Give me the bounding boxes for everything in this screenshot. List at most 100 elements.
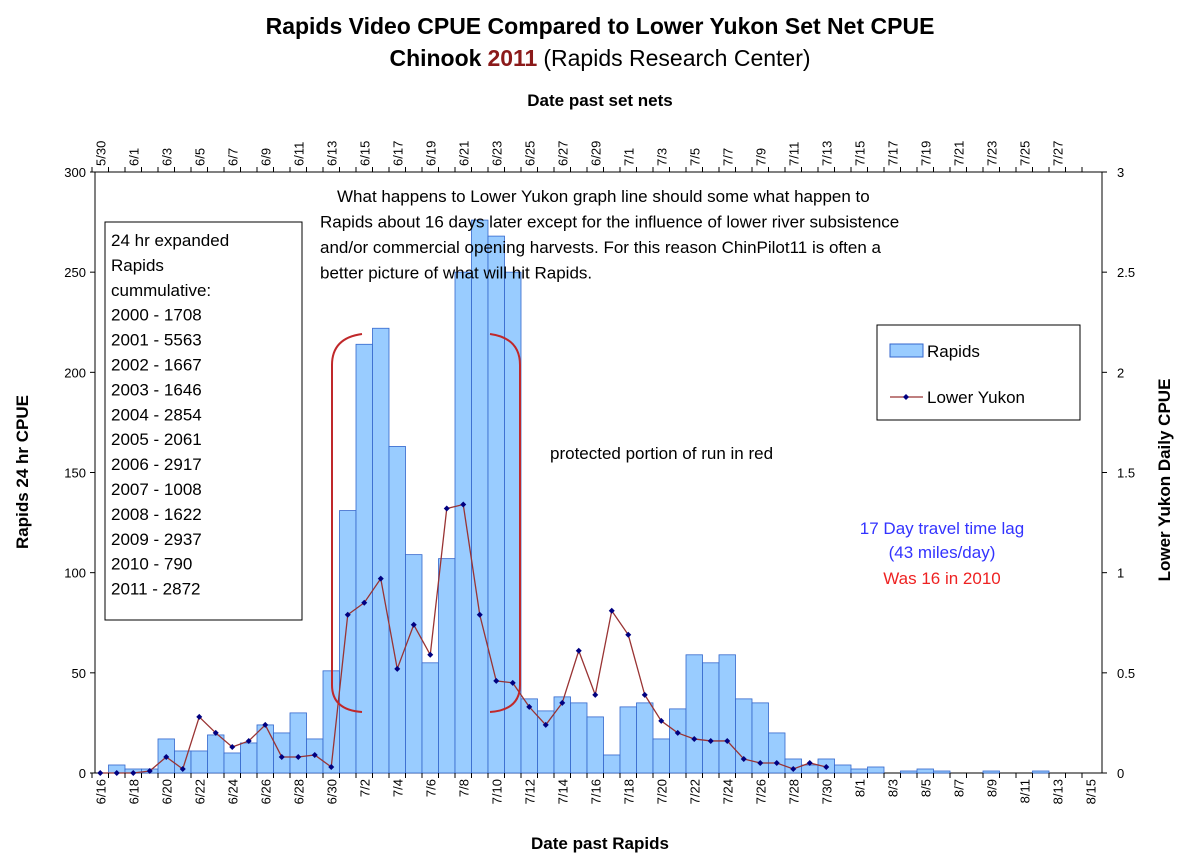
x2-tick-label: 7/25 xyxy=(1017,141,1032,166)
line-marker xyxy=(130,770,137,776)
bar xyxy=(570,702,588,774)
cumulative-text: 24 hr expanded Rapids cummulative: 2000 - 1… xyxy=(111,231,229,599)
x-tick-label: 7/18 xyxy=(621,779,636,804)
note-line: and/or commercial opening harvests. For … xyxy=(320,238,882,257)
cumulative-line: 2007 - 1008 xyxy=(111,480,202,499)
line-marker xyxy=(476,611,483,618)
bar xyxy=(834,764,852,774)
bar xyxy=(702,662,720,774)
line-marker xyxy=(674,729,681,736)
line-marker xyxy=(460,501,467,508)
x2-tick-label: 6/23 xyxy=(489,141,504,166)
line-marker xyxy=(377,575,384,582)
bar xyxy=(504,271,522,774)
bar xyxy=(867,766,885,774)
x2-tick-label: 6/27 xyxy=(555,141,570,166)
cumulative-line: 2010 - 790 xyxy=(111,555,192,574)
bar xyxy=(421,662,439,774)
bar xyxy=(438,558,456,774)
x2-tick-label: 6/5 xyxy=(192,148,207,166)
x2-tick-label: 7/19 xyxy=(918,141,933,166)
cumulative-line: 2006 - 2917 xyxy=(111,455,202,474)
line-marker xyxy=(113,770,120,776)
y-tick-label: 0 xyxy=(79,766,86,781)
line-marker xyxy=(493,677,500,684)
cumulative-line: 2011 - 2872 xyxy=(111,580,200,599)
x2-tick-label: 7/21 xyxy=(951,141,966,166)
plot-area: 0 50 100 150 200 250 300 0 0.5 1 1.5 2 2.5 3 6/16 6/18 6… xyxy=(64,141,1135,805)
x-tick-label: 8/15 xyxy=(1083,779,1098,804)
protected-bracket xyxy=(331,333,363,713)
x2-tick-label: 6/19 xyxy=(423,141,438,166)
bar xyxy=(454,271,472,774)
bar xyxy=(586,716,604,774)
legend-marker xyxy=(903,394,909,400)
line-marker xyxy=(97,770,104,776)
x2-tick-label: 7/9 xyxy=(753,148,768,166)
y2-tick-label: 1 xyxy=(1117,566,1124,581)
x-tick-label: 6/24 xyxy=(225,779,240,804)
line-marker xyxy=(641,691,648,698)
bar xyxy=(1032,770,1050,774)
x2-tick-label: 6/21 xyxy=(456,141,471,166)
bar xyxy=(405,554,423,774)
x-tick-label: 7/12 xyxy=(522,779,537,804)
cumulative-line: cummulative: xyxy=(111,281,211,300)
cumulative-box xyxy=(104,221,303,621)
x-tick-label: 8/11 xyxy=(1017,779,1032,803)
x-tick-label: 6/30 xyxy=(324,779,339,804)
x2-tick-label: 6/25 xyxy=(522,141,537,166)
bar xyxy=(900,770,918,774)
line-marker xyxy=(625,631,632,638)
x-tick-label: 6/26 xyxy=(258,779,273,804)
x-tick-label: 8/7 xyxy=(951,779,966,797)
line-marker xyxy=(707,737,714,744)
x2-tick-label: 7/13 xyxy=(819,141,834,166)
x-tick-label: 8/5 xyxy=(918,779,933,797)
x-tick-label: 8/1 xyxy=(852,779,867,797)
line-marker xyxy=(542,721,549,728)
line-marker xyxy=(394,665,401,672)
x-tick-label: 6/22 xyxy=(192,779,207,804)
x-tick-label: 7/30 xyxy=(819,779,834,804)
x2-tick-label: 7/23 xyxy=(984,141,999,166)
x-tick-label: 7/4 xyxy=(390,779,405,797)
protected-note: protected portion of run in red xyxy=(550,444,773,463)
bar xyxy=(850,768,868,774)
line-marker xyxy=(278,753,285,760)
line-marker xyxy=(163,753,170,760)
x-tick-label: 7/22 xyxy=(687,779,702,804)
bar xyxy=(520,698,538,774)
x-tick-label: 7/10 xyxy=(489,779,504,804)
chart-title: Rapids Video CPUE Compared to Lower Yuko… xyxy=(266,13,935,39)
cumulative-line: 2003 - 1646 xyxy=(111,380,202,399)
x2-axis-title: Date past set nets xyxy=(527,91,673,110)
x2-tick-label: 5/30 xyxy=(93,141,108,166)
line-marker xyxy=(608,607,615,614)
x-tick-label: 6/18 xyxy=(126,779,141,804)
chart-subtitle: Chinook 2011 (Rapids Research Center) xyxy=(389,45,810,71)
y2-tick-label: 2.5 xyxy=(1117,265,1135,280)
note-line: better picture of what will hit Rapids. xyxy=(320,264,592,283)
bar xyxy=(801,764,819,774)
line-marker xyxy=(823,763,830,770)
x2-tick-label: 7/27 xyxy=(1050,141,1065,166)
bar xyxy=(487,235,505,774)
x-axis-title: Date past Rapids xyxy=(531,834,669,853)
bar xyxy=(982,770,1000,774)
y-axis-title: Rapids 24 hr CPUE xyxy=(13,395,32,549)
bar xyxy=(652,738,670,774)
x2-tick-label: 6/17 xyxy=(390,141,405,166)
x-tick-label: 8/13 xyxy=(1050,779,1065,804)
y2-tick-label: 1.5 xyxy=(1117,466,1135,481)
bar xyxy=(256,724,274,774)
x-tick-label: 7/14 xyxy=(555,779,570,804)
cumulative-line: 2004 - 2854 xyxy=(111,405,202,424)
line-marker xyxy=(806,759,813,766)
x-tick-label: 7/24 xyxy=(720,779,735,804)
legend-frame xyxy=(876,324,1081,421)
y2-tick-label: 3 xyxy=(1117,165,1124,180)
cumulative-line: 2001 - 5563 xyxy=(111,331,202,350)
bar xyxy=(339,510,357,774)
previous-lag-note: Was 16 in 2010 xyxy=(883,569,1001,588)
